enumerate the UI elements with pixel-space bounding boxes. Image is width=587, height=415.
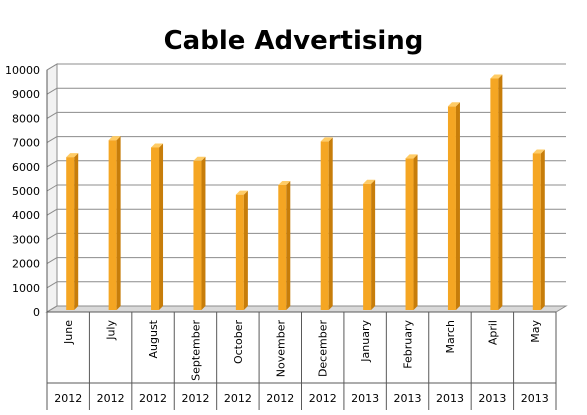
- bar: [66, 157, 75, 310]
- x-category-label: August: [147, 319, 160, 358]
- x-year-label: 2012: [266, 392, 294, 405]
- y-tick-label: 0: [33, 306, 40, 319]
- bar-top: [235, 190, 248, 195]
- gridline-slant: [46, 257, 58, 265]
- x-year-label: 2012: [139, 392, 167, 405]
- x-category-label: June: [62, 320, 75, 345]
- y-tick-label: 3000: [12, 233, 40, 246]
- bar: [235, 194, 244, 310]
- y-tick-label: 10000: [5, 64, 40, 77]
- gridline-slant: [46, 87, 58, 95]
- bar: [320, 141, 329, 310]
- gridline-slant: [46, 208, 58, 216]
- bar: [490, 78, 499, 310]
- gridline-slant: [46, 63, 58, 71]
- x-year-label: 2013: [394, 392, 422, 405]
- gridline-slant: [46, 136, 58, 144]
- y-tick-label: 7000: [12, 137, 40, 150]
- bar: [405, 158, 414, 310]
- bar-side: [413, 154, 418, 310]
- bar-top: [447, 102, 460, 107]
- bar-side: [159, 143, 164, 310]
- bar-top: [193, 156, 206, 161]
- bar-top: [278, 180, 291, 185]
- x-category-label: December: [317, 320, 330, 378]
- y-tick-label: 2000: [12, 258, 40, 271]
- x-year-label: 2012: [97, 392, 125, 405]
- bar-side: [116, 136, 121, 310]
- x-category-label: January: [359, 320, 372, 363]
- y-tick-label: 8000: [12, 112, 40, 125]
- bar-top: [363, 179, 376, 184]
- bar: [447, 106, 456, 310]
- bar-top: [66, 153, 79, 158]
- x-year-label: 2013: [351, 392, 379, 405]
- x-category-label: September: [189, 320, 202, 381]
- y-tick-label: 9000: [12, 88, 40, 101]
- bar: [193, 160, 202, 310]
- bar-side: [74, 153, 79, 310]
- x-category-label: March: [444, 320, 457, 354]
- gridline-slant: [46, 184, 58, 192]
- bar: [363, 183, 372, 310]
- x-category-label: July: [105, 320, 118, 341]
- x-year-label: 2012: [224, 392, 252, 405]
- bar-side: [540, 149, 545, 310]
- x-category-label: November: [274, 320, 287, 378]
- bar-side: [243, 190, 248, 310]
- x-year-label: 2013: [521, 392, 549, 405]
- bar-top: [108, 136, 121, 141]
- x-category-label: May: [529, 320, 542, 343]
- gridline-slant: [46, 305, 58, 313]
- bar-side: [371, 179, 376, 310]
- bar-top: [151, 143, 164, 148]
- bar: [278, 184, 287, 310]
- gridline-slant: [46, 232, 58, 240]
- bar-side: [286, 180, 291, 310]
- bar-top: [532, 149, 545, 154]
- bar: [151, 147, 160, 310]
- bar-top: [490, 74, 503, 79]
- x-category-label: April: [486, 320, 499, 345]
- y-tick-label: 1000: [12, 282, 40, 295]
- bar-side: [201, 156, 206, 310]
- x-year-label: 2013: [478, 392, 506, 405]
- y-tick-label: 4000: [12, 209, 40, 222]
- bar-side: [328, 137, 333, 310]
- chart-title: Cable Advertising: [163, 26, 424, 56]
- bar-side: [455, 102, 460, 310]
- x-year-label: 2012: [309, 392, 337, 405]
- gridline-slant: [46, 160, 58, 168]
- gridline-slant: [46, 281, 58, 289]
- gridline-slant: [46, 111, 58, 119]
- y-tick-label: 6000: [12, 161, 40, 174]
- bar: [532, 153, 541, 310]
- y-tick-label: 5000: [12, 185, 40, 198]
- floor: [45, 305, 568, 313]
- bar-top: [320, 137, 333, 142]
- bar-top: [405, 154, 418, 159]
- x-year-label: 2012: [181, 392, 209, 405]
- x-year-label: 2013: [436, 392, 464, 405]
- bar: [108, 140, 117, 310]
- x-category-label: October: [232, 320, 245, 364]
- x-year-label: 2012: [54, 392, 82, 405]
- bar-side: [498, 74, 503, 310]
- x-category-label: February: [402, 320, 415, 369]
